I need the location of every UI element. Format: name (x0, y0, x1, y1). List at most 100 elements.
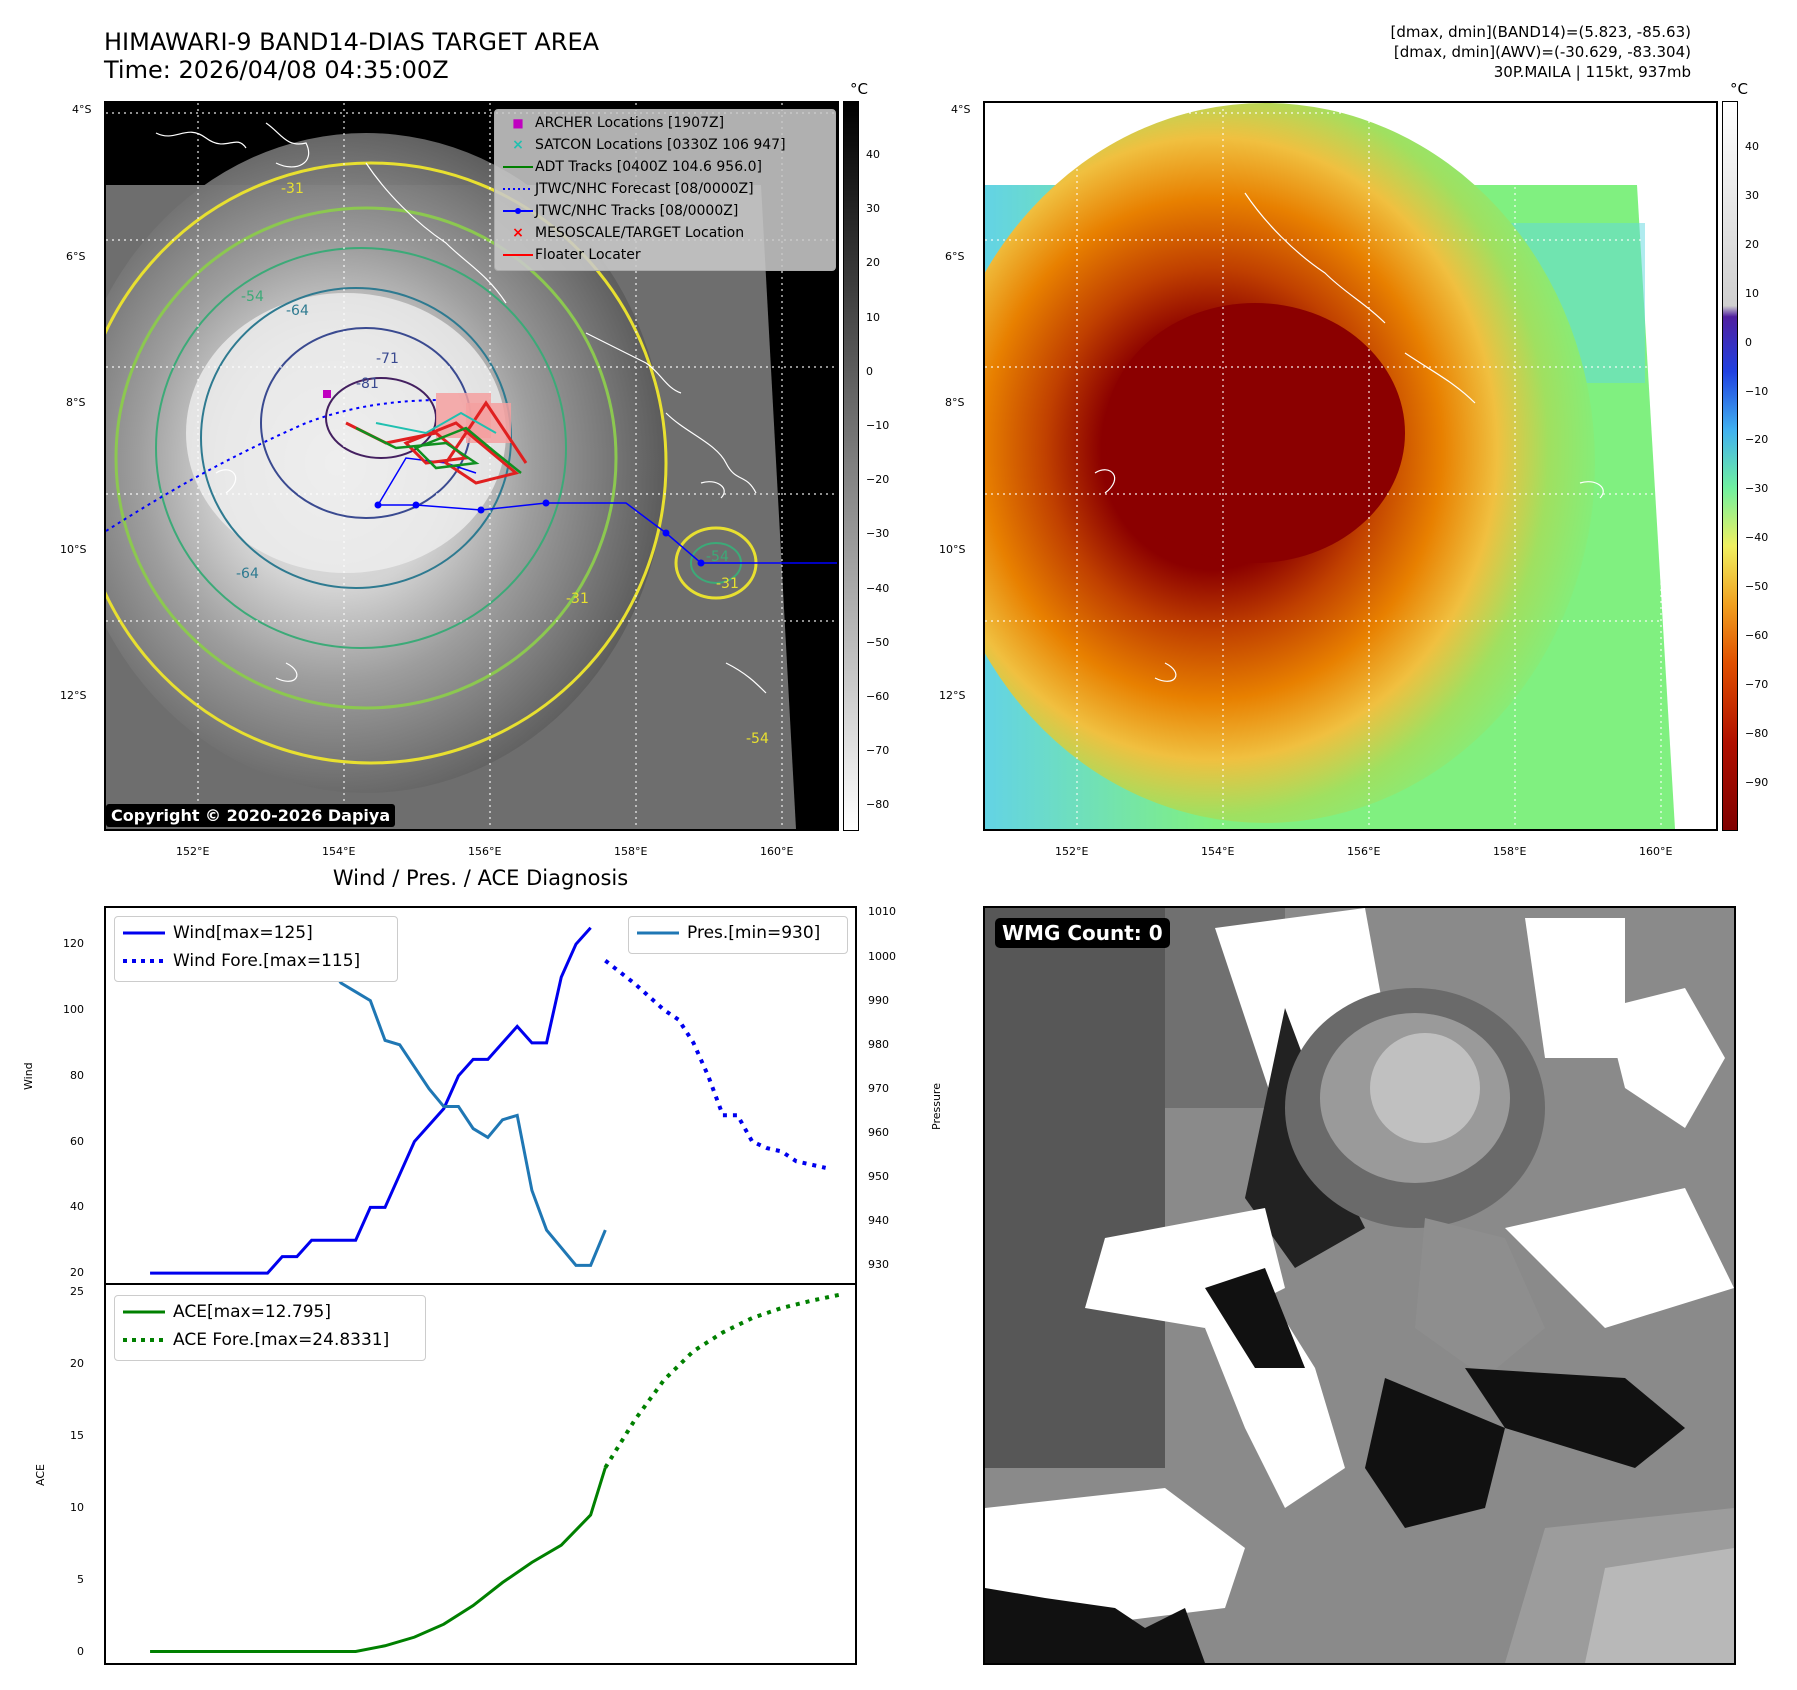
colorbar-tick: 0 (1745, 335, 1752, 349)
legend-entry-satcon: × SATCON Locations [0330Z 106 947] (512, 137, 786, 153)
colorbar-tick: −60 (866, 690, 890, 703)
wmg-graphic (985, 908, 1734, 1663)
colorbar-tick: 20 (1745, 237, 1759, 251)
colorbar-tick: 30 (1745, 188, 1759, 202)
y-tick: 1010 (868, 905, 896, 919)
colorbar-tick: −80 (1745, 726, 1769, 740)
figure-title: HIMAWARI-9 BAND14-DIAS TARGET AREA (104, 28, 600, 56)
wmg-count-label: WMG Count: 0 (995, 918, 1170, 948)
right-colorbar (1722, 101, 1738, 831)
ace-axis-label: ACE (34, 1464, 47, 1486)
contour-label: -54 (706, 549, 729, 565)
band14-map: -31 -54 -64 -71 -81 -54 -31 -64 -31 -54 … (104, 101, 839, 831)
y-tick: 25 (70, 1285, 84, 1299)
left-colorbar-unit: °C (850, 80, 868, 98)
copyright-label: Copyright © 2020-2026 Dapiya (106, 804, 396, 827)
legend-entry-ace: ACE[max=12.795] (123, 1302, 331, 1322)
legend-entry-forecast: JTWC/NHC Forecast [08/0000Z] (503, 181, 754, 197)
colorbar-tick: −20 (866, 473, 890, 487)
figure-time: Time: 2026/04/08 04:35:00Z (104, 56, 449, 84)
legend-entry-ace-forecast: ACE Fore.[max=24.8331] (123, 1330, 390, 1350)
colorbar-tick: −90 (1745, 775, 1769, 789)
colorbar-tick: −80 (866, 798, 890, 812)
colorbar-tick: 40 (866, 148, 880, 161)
contour-label: -31 (566, 591, 589, 607)
y-tick: 40 (70, 1200, 84, 1214)
pressure-legend: Pres.[min=930] (628, 916, 848, 954)
legend-entry-pressure: Pres.[min=930] (637, 923, 821, 943)
y-tick: 960 (868, 1126, 889, 1139)
pressure-axis-label: Pressure (930, 1083, 943, 1130)
diagnosis-title: Wind / Pres. / ACE Diagnosis (332, 866, 629, 890)
contour-label: -54 (746, 731, 769, 747)
awv-map (983, 101, 1718, 831)
map-legend: ■ ARCHER Locations [1907Z] × SATCON Locati… (494, 109, 836, 271)
left-colorbar (843, 101, 859, 831)
wmg-panel: WMG Count: 0 (983, 906, 1736, 1665)
awv-map-graphic (985, 103, 1716, 829)
y-tick: 15 (70, 1428, 84, 1442)
colorbar-tick: −10 (866, 419, 890, 432)
y-tick: 990 (868, 993, 889, 1007)
legend-entry-archer: ■ ARCHER Locations [1907Z] (512, 115, 725, 131)
y-tick: 20 (70, 1357, 84, 1371)
contour-label: -81 (356, 376, 379, 392)
y-tick: 5 (77, 1572, 84, 1586)
colorbar-tick: −40 (1745, 531, 1769, 545)
y-tick: 60 (70, 1134, 84, 1148)
contour-label: -31 (716, 576, 739, 592)
y-tick: 10 (70, 1500, 84, 1514)
series-wind-fore- (604, 959, 827, 1170)
colorbar-tick: 0 (866, 364, 873, 378)
colorbar-tick: −60 (1745, 629, 1769, 642)
ace-graphic (150, 1292, 841, 1654)
colorbar-tick: 10 (1745, 286, 1759, 300)
series-ace (150, 1467, 607, 1654)
awv-range: [dmax, dmin](AWV)=(-30.629, -83.304) (1393, 43, 1691, 61)
legend-entry-jtwc-tracks: JTWC/NHC Tracks [08/0000Z] (501, 200, 738, 222)
legend-entry-wind-forecast: Wind Fore.[max=115] (123, 951, 361, 971)
contour-label: -64 (286, 303, 309, 319)
series-ace-fore- (603, 1292, 841, 1469)
legend-entry-wind: Wind[max=125] (123, 923, 313, 943)
storm-info: 30P.MAILA | 115kt, 937mb (1493, 63, 1691, 81)
y-tick: 930 (868, 1258, 889, 1272)
right-colorbar-unit: °C (1730, 80, 1748, 98)
wind-pressure-plot: Wind[max=125] Wind Fore.[max=115] Pres.[… (104, 906, 857, 1285)
y-tick: 0 (77, 1644, 84, 1658)
legend-entry-floater: Floater Locater (503, 247, 641, 263)
wind-axis-label: Wind (22, 1062, 35, 1090)
y-tick: 20 (70, 1266, 84, 1280)
y-tick: 120 (63, 937, 84, 951)
wind-legend: Wind[max=125] Wind Fore.[max=115] (114, 916, 398, 982)
colorbar-tick: −20 (1745, 433, 1769, 447)
colorbar-tick: 20 (866, 256, 880, 270)
y-tick: 970 (868, 1081, 889, 1095)
contour-label: -71 (376, 351, 399, 367)
colorbar-tick: −30 (1745, 482, 1769, 496)
colorbar-tick: −70 (866, 744, 890, 758)
band14-range: [dmax, dmin](BAND14)=(5.823, -85.63) (1390, 23, 1691, 41)
y-tick: 980 (868, 1037, 889, 1051)
colorbar-tick: −40 (866, 581, 890, 595)
colorbar-tick: 30 (866, 202, 880, 216)
contour-label: -31 (281, 181, 304, 197)
series-wind (150, 926, 592, 1275)
y-tick: 940 (868, 1214, 889, 1228)
ace-legend: ACE[max=12.795] ACE Fore.[max=24.8331] (114, 1295, 426, 1361)
y-tick: 80 (70, 1068, 84, 1082)
ace-plot: ACE[max=12.795] ACE Fore.[max=24.8331] (104, 1283, 857, 1665)
colorbar-tick: −70 (1745, 677, 1769, 691)
legend-entry-mesoscale: × MESOSCALE/TARGET Location (512, 225, 745, 241)
contour-label: -64 (236, 566, 259, 582)
y-tick: 100 (63, 1002, 84, 1016)
colorbar-tick: 10 (866, 310, 880, 324)
colorbar-tick: −50 (866, 635, 890, 649)
colorbar-tick: −10 (1745, 384, 1769, 398)
colorbar-tick: −30 (866, 527, 890, 541)
colorbar-tick: 40 (1745, 140, 1759, 153)
contour-label: -54 (241, 289, 264, 305)
legend-entry-adt: ADT Tracks [0400Z 104.6 956.0] (503, 159, 762, 175)
y-tick: 1000 (868, 949, 896, 963)
colorbar-tick: −50 (1745, 580, 1769, 594)
